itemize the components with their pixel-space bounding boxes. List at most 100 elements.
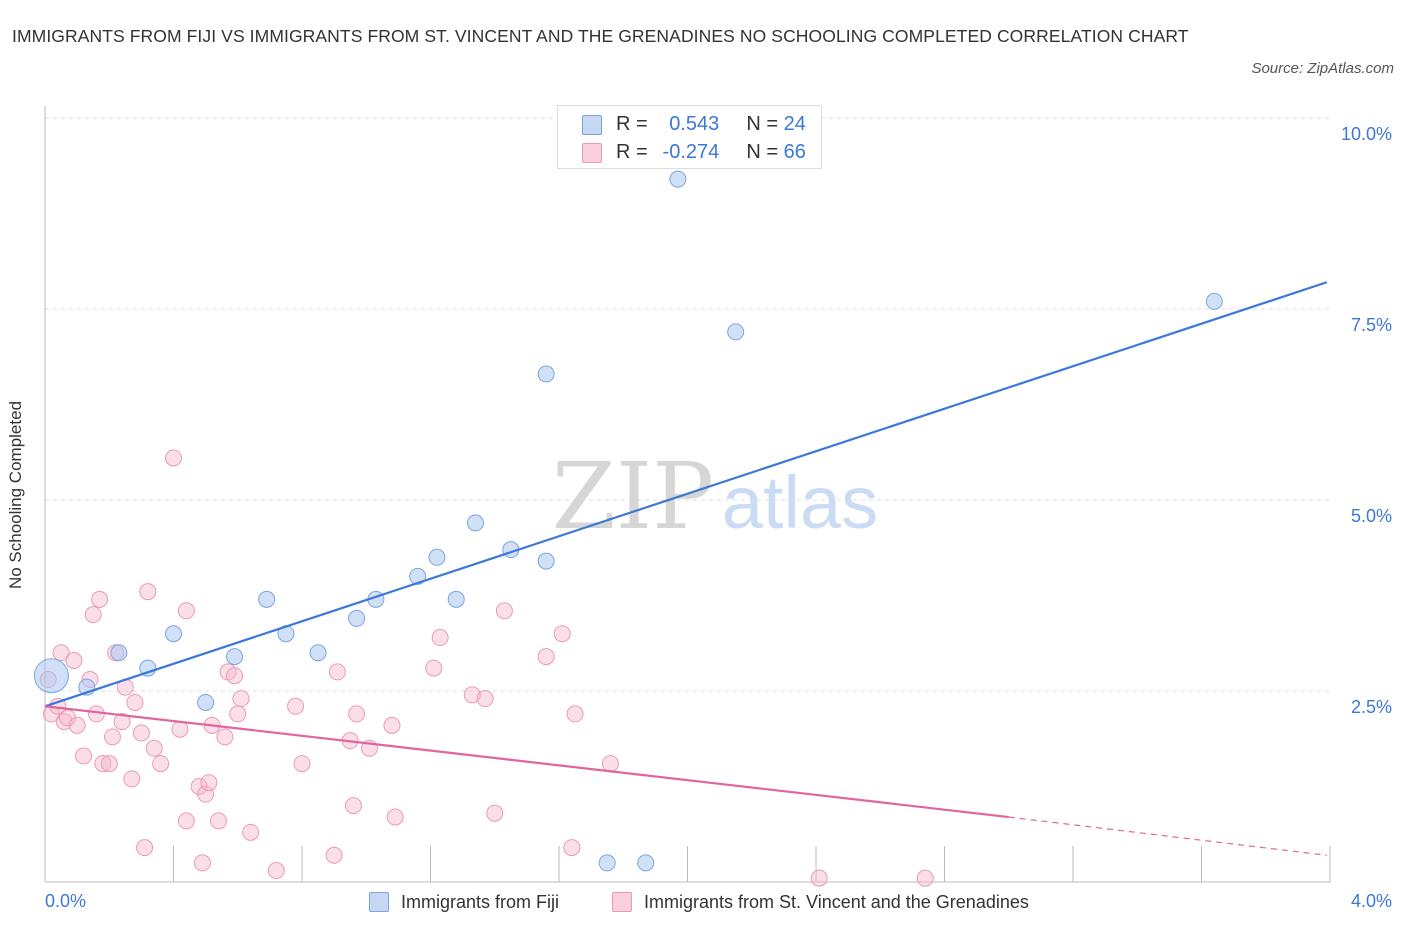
r-label: R = xyxy=(616,141,648,163)
fiji-point xyxy=(258,590,276,608)
correlation-legend: R = 0.543 N = 24 R = -0.274 N = 66 xyxy=(557,105,822,169)
data-points xyxy=(33,170,1223,887)
svg-trendline-extension xyxy=(1008,816,1327,856)
fiji-point xyxy=(1205,292,1223,310)
svg-point xyxy=(537,648,555,666)
svg-point xyxy=(177,602,195,620)
svg-point xyxy=(328,663,346,681)
svg-point xyxy=(344,797,362,815)
legend-swatch-svg xyxy=(612,892,632,912)
svg-point xyxy=(916,869,934,887)
fiji-point xyxy=(447,590,465,608)
y-tick-label: 2.5% xyxy=(1350,697,1392,717)
svg-point xyxy=(136,839,154,857)
grid-lines xyxy=(45,117,1330,692)
watermark-atlas: atlas xyxy=(722,461,878,544)
svg-point xyxy=(139,583,157,601)
fiji-point xyxy=(598,854,616,872)
svg-point xyxy=(553,625,571,643)
fiji-point xyxy=(197,693,215,711)
fiji-point xyxy=(537,365,555,383)
trendlines xyxy=(44,281,1328,856)
svg-point xyxy=(810,869,828,887)
svg-point xyxy=(193,854,211,872)
fiji-point xyxy=(165,625,182,643)
svg-point xyxy=(287,697,305,715)
svg-point xyxy=(425,659,443,677)
svg-point xyxy=(563,839,581,857)
legend-swatch-fiji xyxy=(369,892,389,912)
fiji-point xyxy=(226,648,244,666)
svg-point xyxy=(113,713,131,731)
svg-point xyxy=(431,629,449,647)
fiji-trendline xyxy=(44,281,1328,708)
chart-title: IMMIGRANTS FROM FIJI VS IMMIGRANTS FROM … xyxy=(12,26,1189,46)
svg-point xyxy=(383,716,401,734)
axes xyxy=(44,106,1331,883)
y-tick-label: 7.5% xyxy=(1350,315,1392,335)
svg-point xyxy=(68,716,86,734)
svg-point xyxy=(229,705,247,723)
n-value-svg: 66 xyxy=(783,141,806,163)
svg-point xyxy=(348,705,366,723)
svg-point xyxy=(84,606,102,624)
y-tick-label: 10.0% xyxy=(1340,124,1392,144)
svg-point xyxy=(226,667,244,685)
fiji-point xyxy=(727,323,745,341)
fiji-point xyxy=(110,644,128,662)
svg-point xyxy=(152,755,170,773)
svg-point xyxy=(65,651,83,669)
svg-point xyxy=(126,693,144,711)
series-legend: Immigrants from Fiji Immigrants from St.… xyxy=(0,890,1406,914)
svg-point xyxy=(165,449,182,467)
svg-point xyxy=(293,755,311,773)
fiji-point xyxy=(409,567,427,585)
svg-point xyxy=(100,755,118,773)
svg-point xyxy=(171,720,189,738)
svg-point xyxy=(325,846,343,864)
r-value-svg: -0.274 xyxy=(662,141,720,163)
svg-point xyxy=(486,804,504,822)
fiji-point xyxy=(466,514,484,532)
n-label: N = xyxy=(746,141,779,163)
r-value-fiji: 0.543 xyxy=(669,113,720,135)
legend-swatch-svg xyxy=(582,143,602,163)
r-label: R = xyxy=(616,113,648,135)
fiji-point xyxy=(537,552,555,570)
fiji-point xyxy=(348,609,366,627)
svg-point xyxy=(601,755,619,773)
legend-label-fiji: Immigrants from Fiji xyxy=(401,892,560,912)
legend-label-svg: Immigrants from St. Vincent and the Gren… xyxy=(644,892,1029,912)
y-tick-label: 5.0% xyxy=(1350,506,1392,526)
y-axis-label: No Schooling Completed xyxy=(6,400,25,590)
x-tick-label: 0.0% xyxy=(45,891,87,911)
svg-point xyxy=(197,785,215,803)
svg-point xyxy=(145,739,163,757)
svg-point xyxy=(463,686,481,704)
legend-swatch-fiji xyxy=(582,115,602,135)
svg-point xyxy=(91,590,109,608)
svg-point xyxy=(103,728,121,746)
fiji-point xyxy=(309,644,327,662)
n-value-fiji: 24 xyxy=(783,113,806,135)
svg-point xyxy=(566,705,584,723)
svg-point xyxy=(386,808,404,826)
fiji-point xyxy=(428,548,446,566)
svg-point xyxy=(75,747,93,765)
svg-point xyxy=(94,755,112,773)
svg-point xyxy=(476,690,494,708)
svg-trendline xyxy=(44,705,1009,819)
svg-point xyxy=(52,644,70,662)
svg-point xyxy=(216,728,234,746)
n-label: N = xyxy=(746,113,779,135)
svg-point xyxy=(132,724,150,742)
watermark-zip: ZIP xyxy=(552,443,714,550)
x-tick-label: 4.0% xyxy=(1350,891,1392,911)
svg-point xyxy=(123,770,141,788)
svg-point xyxy=(232,690,250,708)
source-label: Source: ZipAtlas.com xyxy=(1251,60,1394,77)
svg-point xyxy=(177,812,195,830)
fiji-point xyxy=(33,658,69,694)
svg-point xyxy=(495,602,513,620)
